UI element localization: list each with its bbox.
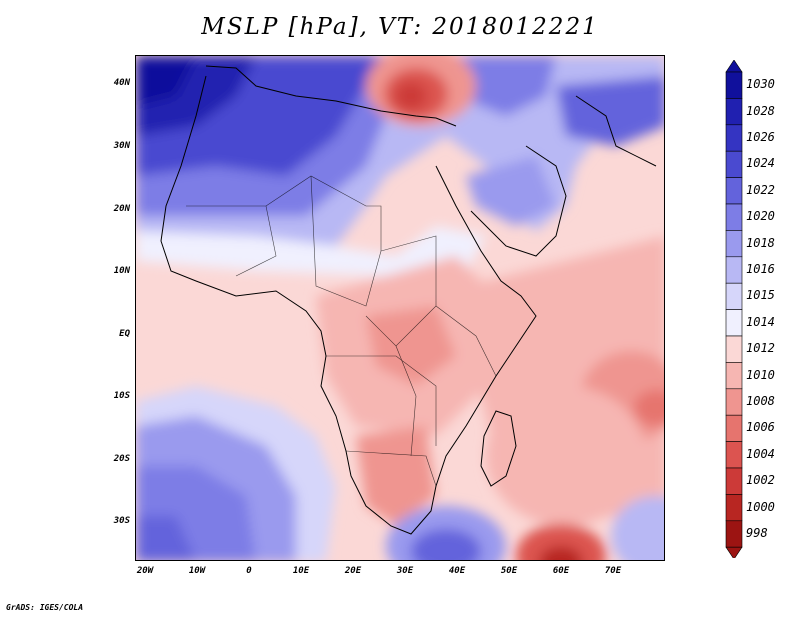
colorbar-cell-1008 [725, 388, 743, 416]
lon-label-20e: 20E [344, 566, 362, 576]
lat-label-30s: 30S [113, 516, 130, 526]
colorbar-label-1008: 1008 [746, 394, 775, 408]
colorbar-label-1020: 1020 [746, 209, 775, 224]
colorbar-cell-1022 [725, 177, 743, 205]
mslp-map [135, 55, 665, 561]
colorbar-cell-1026 [725, 124, 743, 152]
colorbar-label-1004: 1004 [746, 446, 775, 461]
pressure-contours [136, 56, 664, 560]
pressure-field [136, 56, 664, 560]
lon-label-20w: 20W [136, 566, 154, 576]
lat-label-10n: 10N [113, 266, 130, 276]
colorbar-cell-998 [725, 520, 743, 548]
lon-label-10e: 10E [292, 566, 310, 576]
colorbar-cell-1004 [725, 441, 743, 469]
lat-label-20n: 20N [113, 204, 130, 214]
colorbar-cell-1030 [725, 71, 743, 99]
colorbar-label-1014: 1014 [746, 314, 775, 329]
lon-label-40e: 40E [448, 566, 466, 576]
colorbar-label-1018: 1018 [746, 235, 775, 250]
lat-label-20s: 20S [113, 454, 130, 464]
colorbar-label-1024: 1024 [746, 156, 775, 171]
lon-label-10w: 10W [188, 566, 206, 576]
colorbar-cell-1014 [725, 309, 743, 337]
colorbar-label-1028: 1028 [746, 103, 775, 118]
colorbar-cell-1015 [725, 282, 743, 310]
grads-credit: GrADS: IGES/COLA [6, 603, 84, 612]
colorbar-cell-1010 [725, 362, 743, 390]
colorbar-label-1010: 1010 [746, 367, 775, 382]
lon-label-0: 0 [246, 566, 252, 576]
colorbar-cell-1016 [725, 256, 743, 284]
lon-label-30e: 30E [396, 566, 414, 576]
colorbar-label-1030: 1030 [746, 77, 775, 92]
colorbar-cell-1012 [725, 335, 743, 363]
colorbar-label-1002: 1002 [746, 473, 775, 488]
colorbar-cell-1006 [725, 414, 743, 442]
lat-label-30n: 30N [113, 141, 130, 151]
colorbar-cell-1028 [725, 98, 743, 126]
lat-label-eq: EQ [119, 329, 130, 339]
colorbar-arrow-top [725, 60, 743, 73]
colorbar [725, 60, 743, 558]
colorbar-cell-1002 [725, 467, 743, 495]
colorbar-label-1015: 1015 [746, 288, 775, 303]
lat-label-10s: 10S [113, 391, 130, 401]
country-borders [186, 175, 497, 487]
colorbar-label-998: 998 [746, 526, 768, 540]
colorbar-label-1022: 1022 [746, 182, 775, 197]
colorbar-cell-1024 [725, 150, 743, 178]
colorbar-label-1006: 1006 [746, 420, 775, 435]
lat-label-40n: 40N [113, 78, 130, 88]
colorbar-cell-1020 [725, 203, 743, 231]
lon-label-50e: 50E [500, 566, 518, 576]
colorbar-arrow-bottom [725, 546, 743, 558]
colorbar-label-1026: 1026 [746, 130, 775, 144]
colorbar-label-1016: 1016 [746, 262, 775, 276]
colorbar-label-1000: 1000 [746, 499, 775, 514]
lon-label-70e: 70E [604, 566, 622, 576]
colorbar-cell-1018 [725, 230, 743, 258]
colorbar-cell-1000 [725, 494, 743, 522]
coastlines [160, 65, 657, 535]
map-title: MSLP [hPa], VT: 2018012221 [201, 14, 599, 40]
colorbar-label-1012: 1012 [746, 341, 775, 356]
lon-label-60e: 60E [552, 566, 570, 576]
